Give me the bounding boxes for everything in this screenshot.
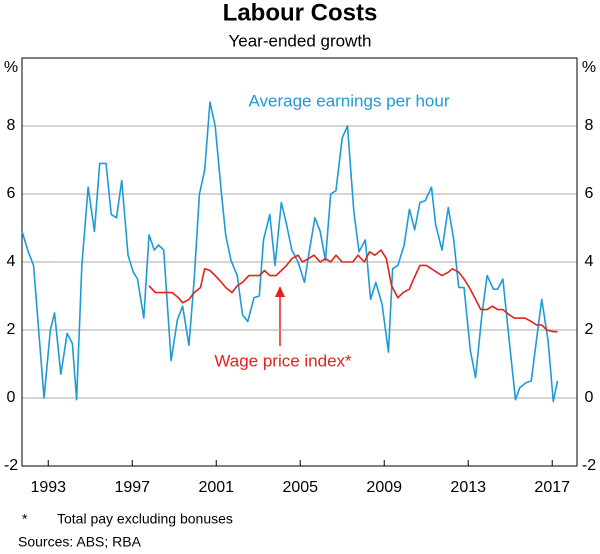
y-unit: %	[4, 59, 18, 76]
y-tick-label: -2	[4, 457, 18, 474]
y2-tick-label: 8	[585, 117, 594, 134]
series-line	[148, 249, 558, 333]
x-tick-label: 2009	[366, 479, 402, 496]
footnote-marker: *	[22, 511, 28, 527]
y-tick-label: 8	[7, 117, 16, 134]
sources: Sources: ABS; RBA	[18, 534, 142, 550]
x-tick-label: 2001	[198, 479, 234, 496]
y2-tick-label: 4	[585, 253, 594, 270]
x-tick-label: 2013	[450, 479, 486, 496]
arrow-head	[275, 286, 285, 297]
series-label: Wage price index*	[214, 351, 352, 370]
x-tick-label: 2005	[282, 479, 318, 496]
y-tick-label: 4	[7, 253, 16, 270]
y-tick-label: 6	[7, 185, 16, 202]
y2-tick-label: 0	[585, 389, 594, 406]
y2-tick-label: -2	[582, 457, 596, 474]
y-tick-label: 2	[7, 321, 16, 338]
footnote: Total pay excluding bonuses	[57, 511, 233, 527]
x-tick-label: 2017	[534, 479, 570, 496]
y-tick-label: 0	[7, 389, 16, 406]
y2-tick-label: 6	[585, 185, 594, 202]
y2-tick-label: 2	[585, 321, 594, 338]
chart-title: Labour Costs	[223, 0, 378, 26]
series-label: Average earnings per hour	[249, 91, 450, 110]
series-line	[21, 101, 559, 403]
plot-frame	[21, 57, 578, 467]
y2-unit: %	[582, 59, 596, 76]
x-tick-label: 1997	[114, 479, 150, 496]
x-tick-label: 1993	[30, 479, 66, 496]
chart-subtitle: Year-ended growth	[228, 31, 371, 50]
